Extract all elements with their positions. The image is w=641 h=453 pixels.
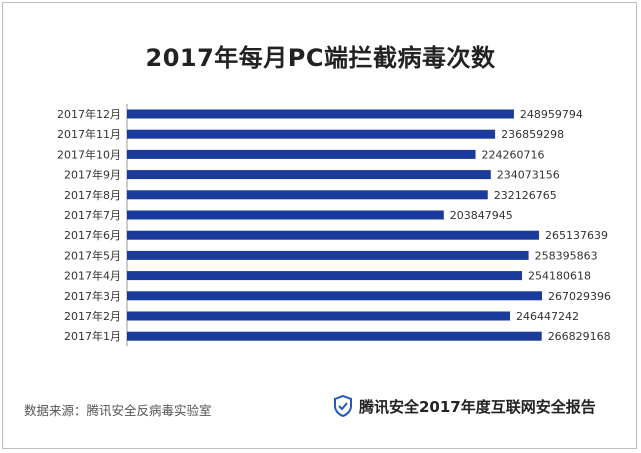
- bar: [127, 149, 476, 159]
- value-label: 232126765: [494, 189, 557, 202]
- bar: [127, 271, 523, 281]
- value-label: 234073156: [497, 169, 560, 182]
- bar: [127, 129, 496, 139]
- value-label: 248959794: [520, 108, 583, 121]
- data-source: 数据来源：腾讯安全反病毒实验室: [24, 403, 212, 418]
- category-label: 2017年5月: [64, 248, 121, 262]
- category-label: 2017年3月: [64, 289, 121, 303]
- category-label: 2017年12月: [57, 107, 121, 121]
- category-label: 2017年6月: [64, 228, 121, 242]
- bar: [127, 170, 491, 180]
- brand: 腾讯安全2017年度互联网安全报告: [333, 395, 596, 417]
- category-label: 2017年8月: [64, 188, 121, 202]
- bar: [127, 190, 488, 200]
- category-label: 2017年11月: [57, 127, 121, 141]
- value-label: 203847945: [450, 209, 513, 222]
- value-label: 258395863: [535, 249, 598, 262]
- bar: [127, 291, 542, 301]
- bar: [127, 210, 444, 220]
- category-label: 2017年9月: [64, 168, 121, 182]
- category-label: 2017年1月: [64, 329, 121, 343]
- bar: [127, 311, 511, 321]
- category-label: 2017年10月: [57, 147, 121, 161]
- chart-title: 2017年每月PC端拦截病毒次数: [145, 44, 496, 72]
- bar: [127, 331, 542, 341]
- category-label: 2017年4月: [64, 269, 121, 283]
- brand-label: 腾讯安全2017年度互联网安全报告: [359, 397, 596, 416]
- value-label: 265137639: [545, 229, 608, 242]
- value-label: 266829168: [548, 330, 611, 343]
- shield-icon: [334, 395, 352, 417]
- chart-frame: [2, 2, 637, 449]
- category-label: 2017年2月: [64, 309, 121, 323]
- bar: [127, 250, 529, 260]
- value-label: 236859298: [501, 128, 564, 141]
- category-label: 2017年7月: [64, 208, 121, 222]
- value-label: 267029396: [548, 290, 611, 303]
- bar: [127, 109, 514, 119]
- bar: [127, 230, 540, 240]
- value-label: 254180618: [528, 270, 591, 283]
- value-label: 224260716: [482, 148, 545, 161]
- value-label: 246447242: [516, 310, 579, 323]
